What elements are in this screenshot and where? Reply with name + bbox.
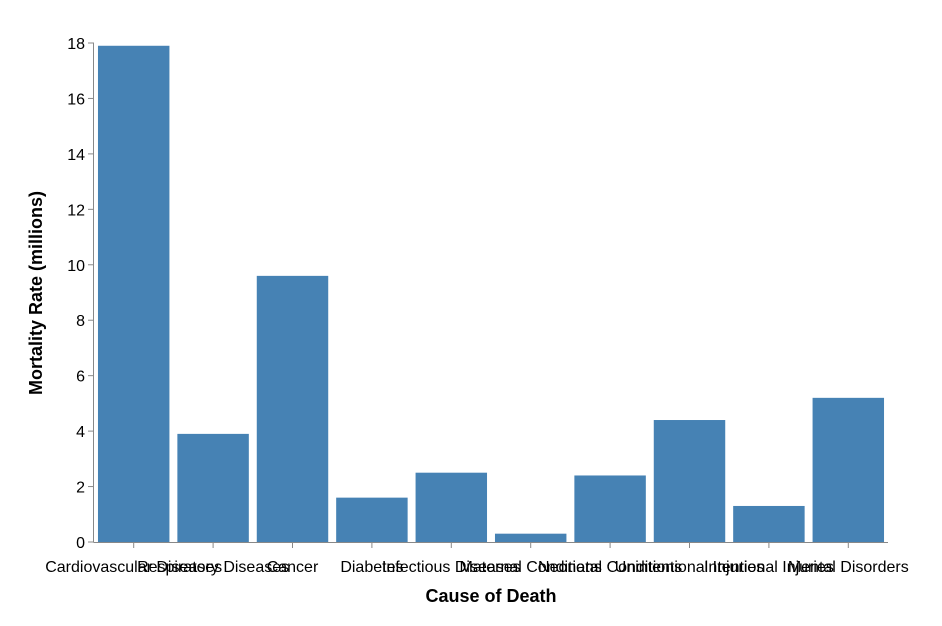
y-tick-label: 0: [76, 535, 85, 552]
y-tick-label: 6: [76, 369, 85, 386]
bar-9: [733, 505, 805, 542]
bar-7: [574, 475, 646, 542]
x-tick-label: Diabetes: [340, 559, 403, 576]
y-axis-title: Mortality Rate (millions): [26, 191, 46, 395]
y-axis: 0 2 4 6 8 10 12 14 16 18: [67, 36, 94, 552]
bar-1: [97, 45, 170, 543]
x-tick-label: Neonatal Conditions: [538, 559, 682, 576]
y-tick-label: 10: [67, 258, 85, 275]
bars-group: [97, 45, 885, 543]
x-tick-label: Respiratory Diseases: [137, 559, 289, 576]
bar-8: [653, 420, 726, 542]
y-tick-label: 8: [76, 313, 85, 330]
y-tick-label: 2: [76, 480, 85, 497]
x-tick-label: Cardiovascular Diseases: [45, 559, 222, 576]
y-tick-label: 4: [76, 424, 85, 441]
bar-10: [812, 397, 885, 542]
x-tick-label: Intentional Injuries: [704, 559, 834, 576]
bar-3: [256, 275, 329, 542]
bar-2: [177, 433, 249, 542]
y-tick-label: 12: [67, 202, 85, 219]
y-tick-label: 18: [67, 36, 85, 53]
x-tick-label: Unintentional Injuries: [615, 559, 764, 576]
x-tick-label: Mental Disorders: [788, 559, 909, 576]
x-tick-label: Infectious Diseases: [382, 559, 521, 576]
x-axis-title: Cause of Death: [425, 586, 556, 606]
bar-4: [336, 497, 408, 542]
bar-6: [494, 533, 567, 542]
y-tick-label: 16: [67, 91, 85, 108]
x-tick-label: Maternal Conditions: [460, 559, 602, 576]
bar-5: [415, 472, 488, 542]
y-tick-label: 14: [67, 147, 85, 164]
x-tick-label: Cancer: [267, 559, 319, 576]
